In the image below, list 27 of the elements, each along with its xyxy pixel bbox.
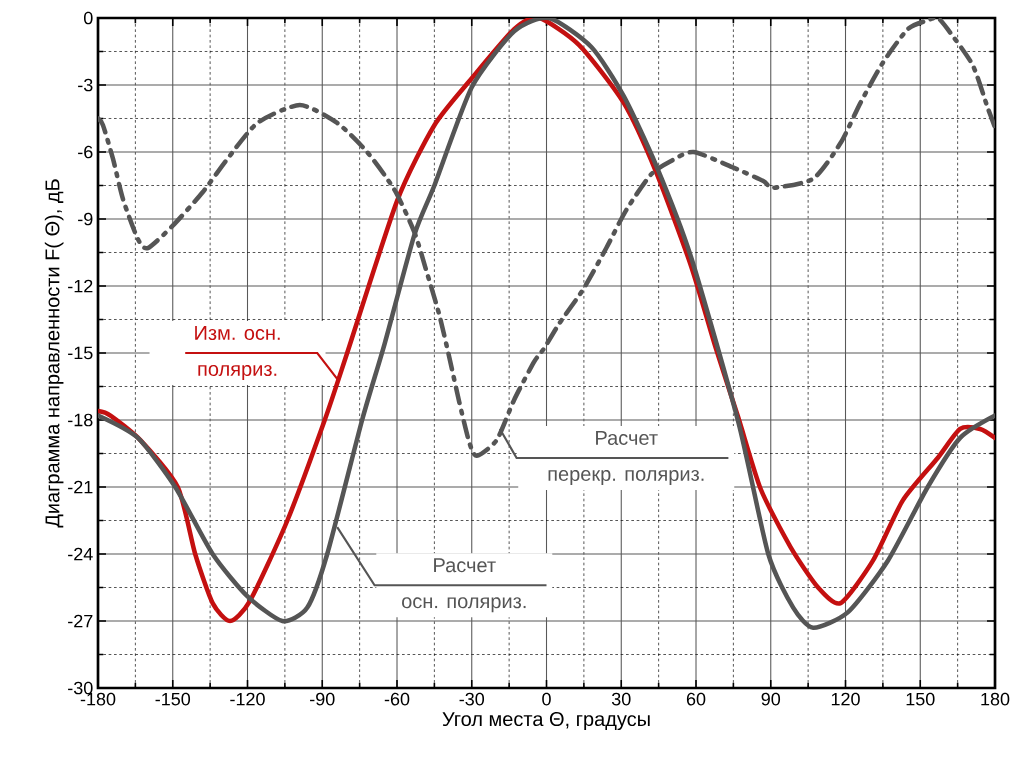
text: Изм. осн. поляриз. [195,326,280,380]
x-tick-label: 30 [611,692,631,706]
text: Расчет осн. поляриз. [402,558,526,613]
y-tick-label: -18 [68,413,93,427]
y-tick-label: -15 [68,346,93,360]
y-tick-label: -21 [68,480,93,494]
x-tick-label: 60 [686,692,706,706]
x-tick-label: 90 [761,692,781,706]
x-tick-label: -30 [459,692,485,706]
x-tick-label: -150 [155,692,191,706]
x-tick-label: -120 [230,692,265,706]
y-tick-label: -9 [78,212,93,226]
y-tick-label: -12 [68,279,93,293]
y-tick-label: 0 [83,11,93,25]
x-tick-label: 0 [542,692,551,706]
y-tick-label: -27 [68,614,93,628]
x-tick-label: -90 [310,692,335,706]
x-tick-label: 120 [831,692,860,706]
text: Расчет перекр. поляриз. [548,431,704,485]
x-tick-label: 180 [981,692,1010,706]
x-tick-label: -60 [384,692,410,706]
y-tick-label: -3 [78,78,93,92]
y-tick-label: -6 [78,145,93,159]
y-axis-title: Диаграмма направленности F( Θ), дБ [44,179,64,528]
x-axis-title: Угол места Θ, градусы [442,711,650,731]
y-tick-label: -24 [68,547,93,561]
x-tick-label: 150 [906,692,935,706]
